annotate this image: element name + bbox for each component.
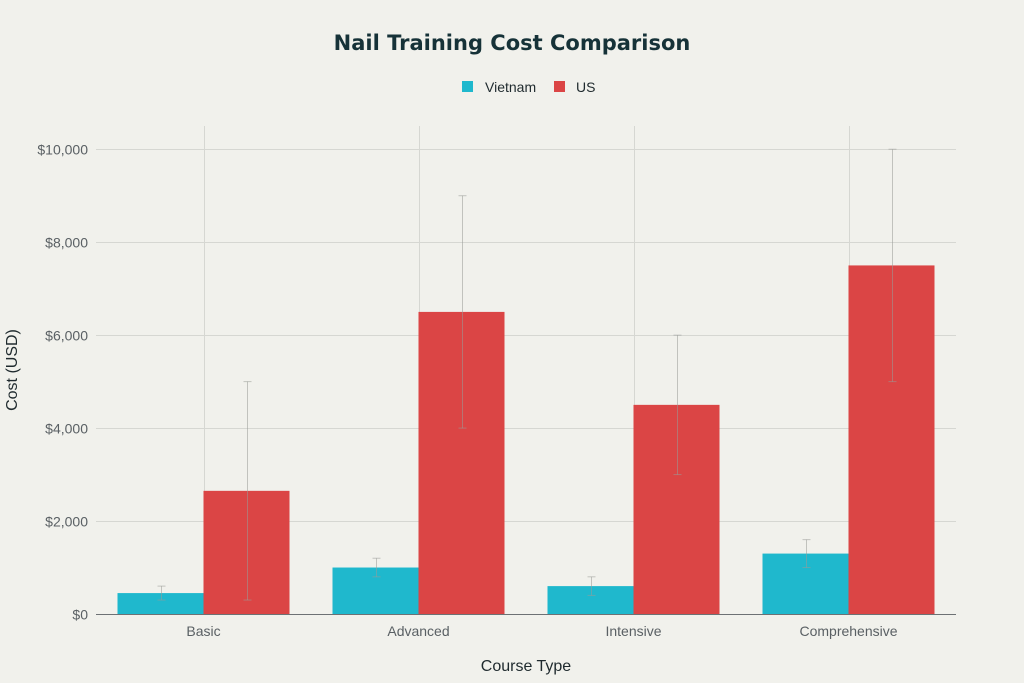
error-bar-us-advanced — [458, 195, 467, 429]
error-bar-us-basic — [243, 381, 252, 601]
bar-vietnam-comprehensive — [762, 553, 849, 614]
y-tick-label: $0 — [72, 607, 88, 623]
x-tick-label-comprehensive: Comprehensive — [799, 623, 897, 639]
error-bars — [157, 148, 897, 601]
y-tick-label: $4,000 — [45, 421, 88, 437]
chart-title: Nail Training Cost Comparison — [334, 31, 691, 55]
legend-label-vietnam: Vietnam — [485, 79, 536, 95]
x-axis-ticks: Basic Advanced Intensive Comprehensive — [186, 623, 897, 639]
bar-us-basic — [203, 490, 290, 614]
legend-swatch-vietnam — [462, 81, 473, 92]
x-tick-label-advanced: Advanced — [387, 623, 449, 639]
y-axis-title: Cost (USD) — [4, 329, 21, 411]
y-tick-label: $8,000 — [45, 235, 88, 251]
bar-us-comprehensive — [848, 265, 935, 614]
error-bar-vietnam-basic — [157, 585, 166, 601]
legend: Vietnam US — [462, 79, 595, 95]
error-bar-us-comprehensive — [888, 148, 897, 383]
y-tick-label: $10,000 — [37, 142, 88, 158]
error-bar-us-intensive — [673, 334, 682, 476]
bar-us-advanced — [418, 311, 505, 614]
error-bar-vietnam-comprehensive — [802, 539, 811, 569]
y-tick-label: $2,000 — [45, 514, 88, 530]
legend-swatch-us — [554, 81, 565, 92]
error-bar-vietnam-intensive — [587, 576, 596, 596]
bar-vietnam-advanced — [332, 567, 419, 614]
x-tick-label-intensive: Intensive — [605, 623, 661, 639]
error-bar-vietnam-advanced — [372, 557, 381, 578]
legend-label-us: US — [576, 79, 595, 95]
x-tick-label-basic: Basic — [186, 623, 220, 639]
bars — [117, 265, 935, 614]
y-axis-ticks: $0 $2,000 $4,000 $6,000 $8,000 $10,000 — [37, 142, 88, 623]
y-tick-label: $6,000 — [45, 328, 88, 344]
bar-us-intensive — [633, 404, 720, 614]
bar-vietnam-basic — [117, 593, 204, 614]
bar-vietnam-intensive — [547, 586, 634, 614]
x-axis-title: Course Type — [481, 658, 572, 675]
